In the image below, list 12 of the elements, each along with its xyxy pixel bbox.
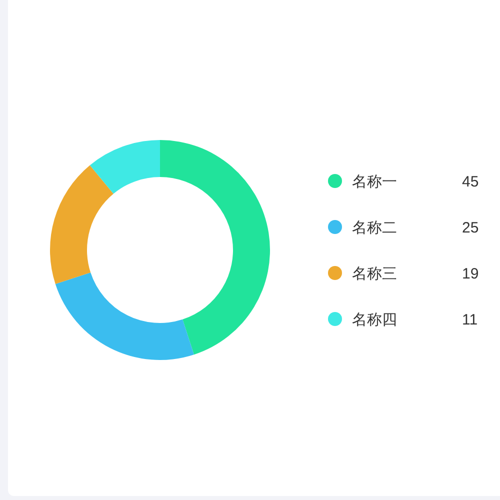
legend-label: 名称二: [352, 219, 397, 236]
data-label: 25: [462, 219, 479, 236]
donut-slice: [55, 272, 194, 360]
data-label: 45: [462, 173, 479, 190]
legend-label: 名称三: [352, 265, 397, 282]
donut-slice: [90, 140, 160, 194]
donut-slice: [160, 140, 270, 355]
data-label: 11: [462, 311, 478, 328]
legend-label: 名称四: [352, 311, 397, 328]
legend-label: 名称一: [352, 173, 397, 190]
donut-slice: [50, 165, 114, 284]
data-label: 19: [462, 265, 479, 282]
